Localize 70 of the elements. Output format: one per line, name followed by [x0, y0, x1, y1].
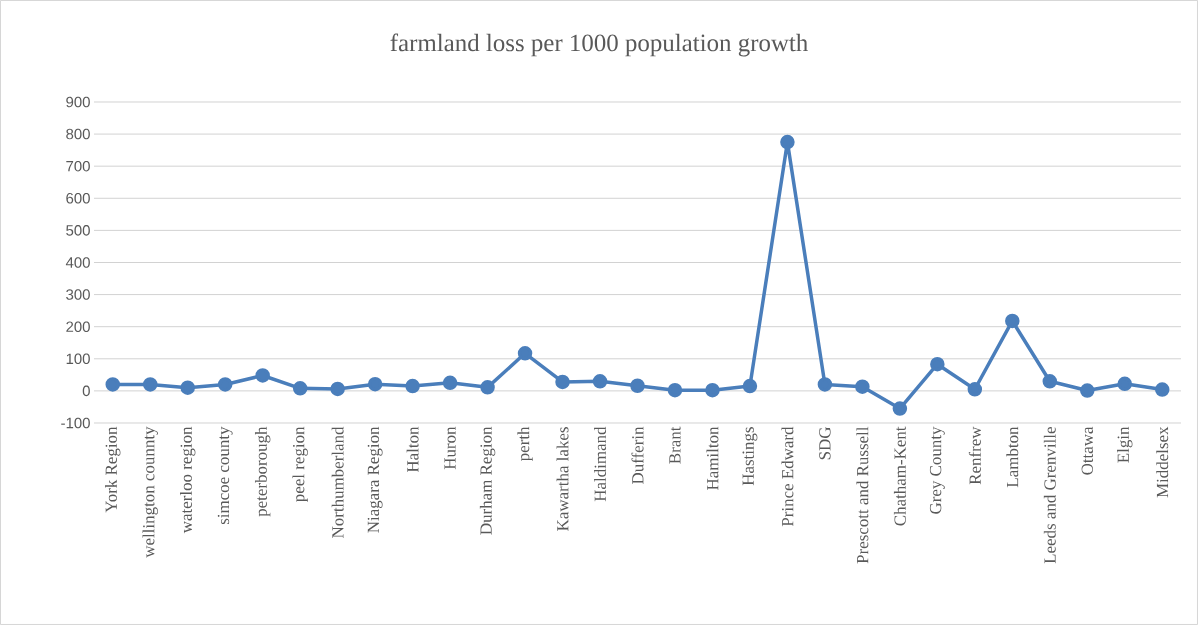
y-tick-label: 200	[66, 321, 90, 332]
x-tick-label: Prince Edward	[781, 426, 794, 527]
y-tick-label: 800	[66, 128, 90, 140]
x-tick-label: Haldimand	[594, 426, 606, 502]
x-tick-label: Huron	[444, 426, 456, 470]
x-tick-label: York Region	[105, 426, 121, 513]
x-tick-label: simcoe county	[217, 426, 233, 525]
chart-title: farmland loss per 1000 population growth	[390, 33, 808, 57]
point	[1154, 382, 1170, 397]
y-tick-label: -100	[61, 417, 90, 429]
x-tick-label: peel region	[292, 426, 308, 502]
point	[1042, 374, 1058, 389]
point	[892, 401, 908, 416]
point	[442, 375, 458, 391]
y-tick-label: 0	[82, 385, 90, 397]
x-tick-label: waterloo region	[180, 426, 196, 534]
point	[967, 382, 983, 397]
x-tick-label: Elgin	[1117, 426, 1133, 463]
point	[1005, 313, 1020, 329]
x-tick-label: Middelsex	[1156, 426, 1169, 498]
x-tick-label: Durham Region	[479, 426, 496, 535]
point	[217, 377, 233, 392]
x-tick-label: Ottawa	[1081, 426, 1093, 475]
y-tick-label: 700	[66, 160, 90, 172]
x-tick-label: Halton	[406, 426, 419, 473]
x-tick-label: Hastings	[742, 427, 758, 486]
x-tick-label: peterborough	[254, 426, 271, 517]
y-tick-label: 400	[65, 257, 90, 268]
y-tick-label: 100	[66, 353, 90, 365]
point	[292, 381, 308, 396]
x-tick-label: Prescott and Russell	[856, 426, 869, 564]
x-tick-label: Lambton	[1006, 426, 1019, 488]
point	[930, 356, 945, 372]
y-tick-label: 900	[66, 96, 90, 108]
point	[330, 381, 345, 397]
point	[517, 346, 533, 361]
point	[255, 368, 270, 383]
point	[705, 382, 720, 398]
point	[1117, 376, 1133, 392]
point	[1080, 383, 1095, 398]
y-tick-label: 600	[66, 192, 90, 204]
point	[592, 374, 608, 389]
point	[480, 380, 495, 395]
y-tick-label: 500	[66, 225, 90, 236]
x-tick-label: perth	[517, 426, 533, 462]
x-tick-label: Northumberland	[331, 426, 344, 538]
point	[555, 374, 570, 390]
point	[367, 376, 383, 392]
x-tick-label: Dufferin	[631, 426, 644, 485]
point	[405, 378, 420, 394]
x-tick-label: Chatham-Kent	[893, 426, 906, 526]
point	[630, 378, 645, 393]
point	[780, 134, 795, 150]
point	[742, 378, 758, 394]
point	[667, 382, 683, 398]
point	[180, 380, 195, 395]
point	[817, 377, 833, 392]
point	[142, 377, 158, 392]
x-tick-label: Grey County	[929, 426, 945, 514]
x-tick-label: Brant	[669, 426, 681, 464]
point	[855, 379, 870, 394]
x-tick-label: Hamilton	[706, 426, 719, 490]
x-tick-label: Renfrew	[968, 426, 981, 485]
x-tick-label: Niagara Region	[367, 426, 383, 533]
x-tick-label: Kawartha lakes	[556, 427, 569, 531]
x-tick-label: SDG	[819, 427, 831, 460]
y-tick-label: 300	[66, 289, 90, 300]
x-tick-label: wellington counnty	[142, 426, 158, 558]
x-tick-label: Leeds and Grenville	[1043, 427, 1056, 564]
point	[105, 377, 120, 392]
